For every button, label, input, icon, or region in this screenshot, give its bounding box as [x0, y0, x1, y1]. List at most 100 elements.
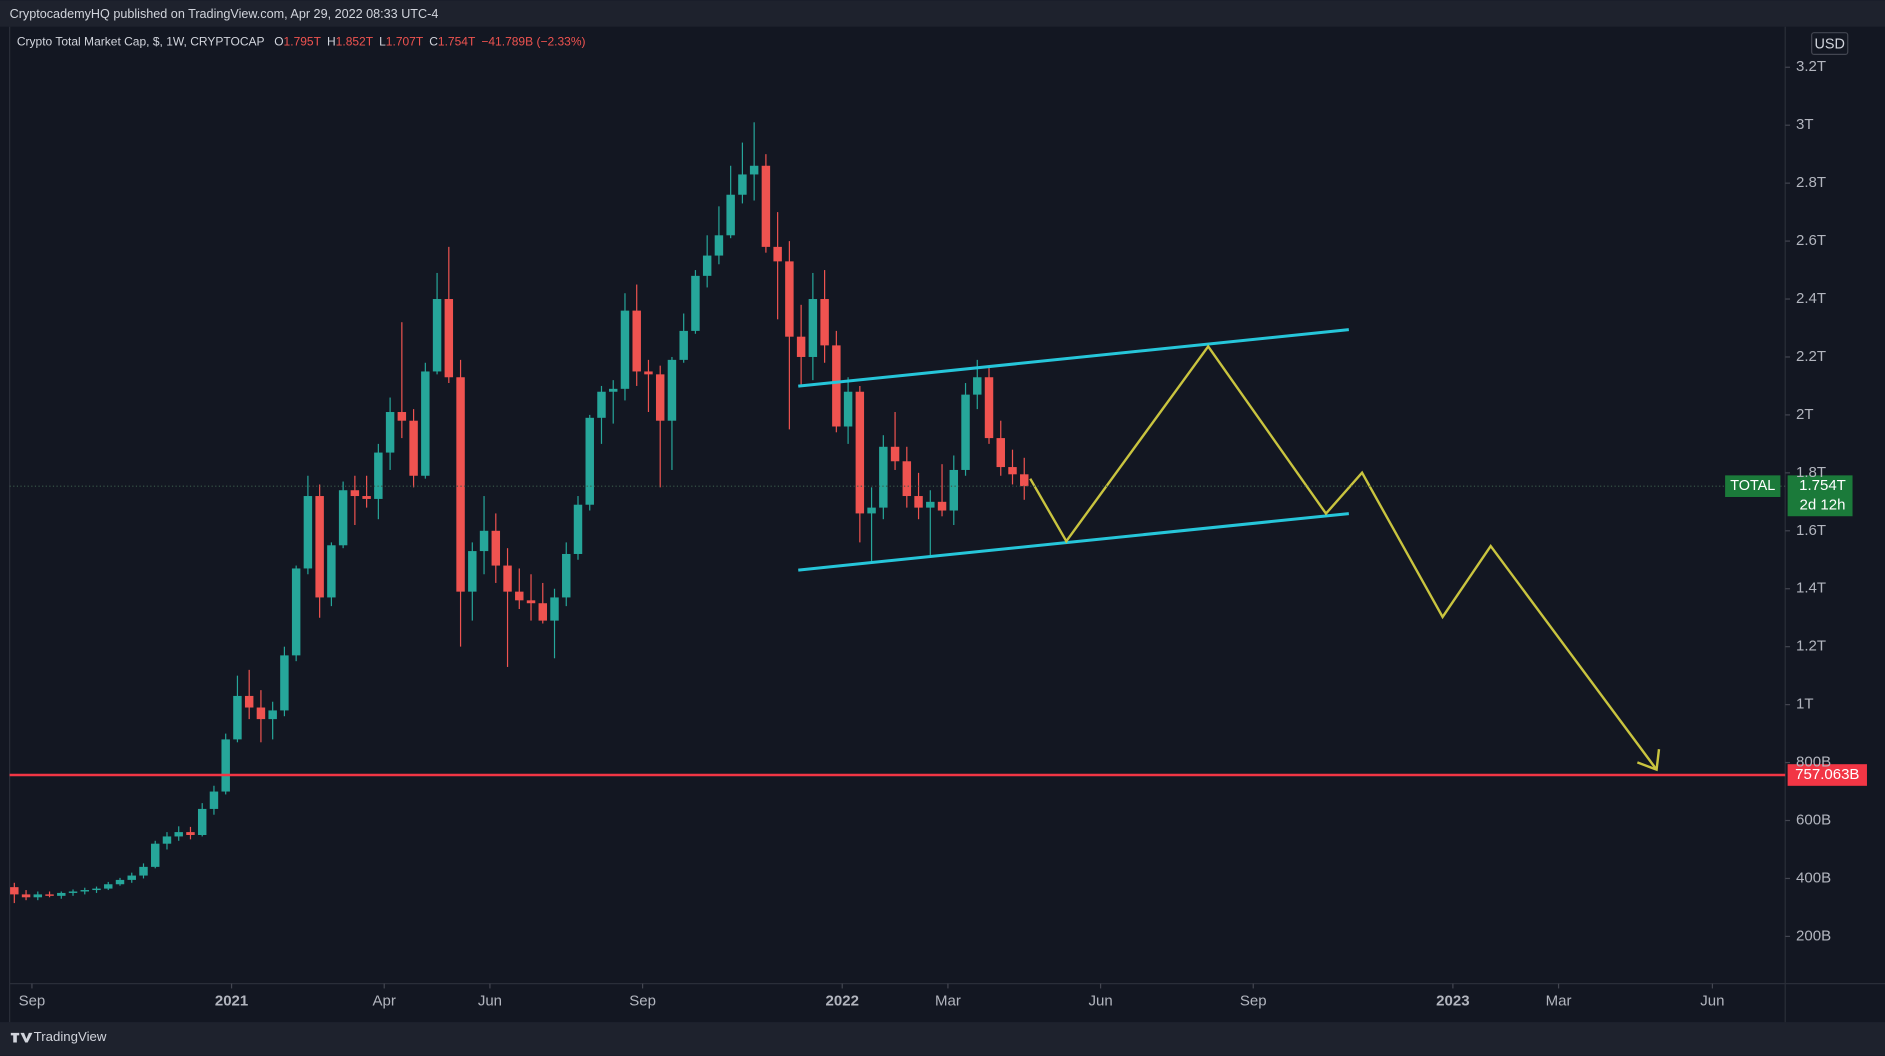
- candle-body: [280, 655, 289, 711]
- y-tick-label: 1.8T: [1796, 464, 1826, 481]
- candle-body: [362, 496, 371, 499]
- candle-body: [256, 707, 266, 720]
- y-tick-label: 1T: [1796, 696, 1814, 713]
- candle-body: [197, 808, 207, 835]
- candle-body: [374, 452, 383, 499]
- channel-bottom: [798, 512, 1349, 572]
- candle-body: [573, 504, 583, 554]
- candle-body: [221, 739, 230, 792]
- plot: [10, 122, 1029, 904]
- candle-body: [209, 791, 219, 809]
- candle-body: [855, 391, 865, 514]
- y-tick-label: 2T: [1796, 406, 1814, 423]
- candle-body: [468, 551, 477, 592]
- candle-body: [68, 891, 78, 893]
- countdown: 2d 12h: [1800, 496, 1846, 513]
- x-tick-label: Apr: [373, 993, 396, 1010]
- candle-body: [127, 875, 136, 880]
- candle-body: [562, 553, 571, 598]
- candle-body: [691, 275, 700, 331]
- candle-body: [174, 832, 183, 837]
- candle-body: [632, 310, 641, 372]
- candle-body: [92, 888, 101, 891]
- candle-body: [444, 299, 454, 378]
- candle-body: [879, 446, 888, 508]
- y-tick-label: 1.2T: [1796, 638, 1826, 655]
- y-tick-label: 1.4T: [1796, 580, 1826, 597]
- candle-body: [397, 412, 407, 421]
- drawings: [798, 328, 1661, 772]
- candle-body: [385, 412, 395, 453]
- y-tick-label: 2.4T: [1796, 290, 1826, 307]
- chart-legend: Crypto Total Market Cap, $, 1W, CRYPTOCA…: [17, 34, 586, 48]
- x-tick-label: 2022: [826, 993, 859, 1010]
- candle-body: [984, 377, 994, 439]
- candle-body: [937, 501, 947, 511]
- candle-body: [585, 417, 594, 505]
- series-name-box: [1725, 475, 1781, 498]
- x-tick-label: Jun: [1088, 993, 1112, 1010]
- candle-body: [620, 310, 630, 389]
- candle-body: [315, 496, 324, 598]
- candle-body: [1020, 474, 1029, 487]
- channel-top: [798, 328, 1349, 388]
- x-tick-label: 2023: [1436, 993, 1469, 1010]
- candle-body: [832, 345, 841, 427]
- candle-body: [843, 391, 853, 427]
- legend-value: 1.795T: [284, 34, 322, 48]
- candle-body: [644, 371, 653, 375]
- y-tick-label: 2.2T: [1796, 348, 1826, 365]
- legend-value: 1.754T: [438, 34, 476, 48]
- publisher: CryptocademyHQ published on TradingView.…: [10, 7, 439, 21]
- x-tick-label: Sep: [629, 993, 656, 1010]
- candle-body: [503, 565, 512, 592]
- y-tick-label: 3T: [1796, 116, 1814, 133]
- candle-body: [479, 530, 489, 552]
- candle-body: [327, 545, 336, 598]
- candle-body: [796, 336, 806, 357]
- candle-body: [491, 530, 501, 566]
- candle-body: [421, 371, 430, 476]
- candle-body: [609, 388, 618, 392]
- candle-body: [432, 299, 442, 372]
- candle-body: [996, 438, 1005, 468]
- candle-body: [45, 894, 54, 896]
- candle-body: [902, 461, 912, 497]
- footer-brand: TradingView: [34, 1029, 107, 1044]
- candle-body: [291, 568, 301, 656]
- legend-key: O: [274, 34, 283, 48]
- candle-body: [233, 695, 242, 740]
- candle-body: [350, 490, 360, 497]
- candle-body: [104, 884, 113, 889]
- y-tick-label: 400B: [1796, 869, 1831, 886]
- y-tick-label: 1.6T: [1796, 522, 1826, 539]
- legend-value: 1.852T: [336, 34, 374, 48]
- x-tick-label: Sep: [1240, 993, 1267, 1010]
- level-label: 757.063B: [1795, 766, 1859, 783]
- candle-body: [10, 887, 19, 895]
- candle-body: [973, 377, 982, 395]
- candle-body: [914, 496, 923, 508]
- candle-body: [550, 597, 559, 621]
- y-tick-label: 2.8T: [1796, 174, 1826, 191]
- candle-body: [867, 507, 876, 514]
- candle-body: [785, 261, 794, 337]
- y-tick-label: 800B: [1796, 754, 1831, 771]
- candle-body: [456, 377, 465, 592]
- projection-arrow: [1636, 749, 1661, 772]
- candle-body: [749, 165, 759, 175]
- candle-body: [667, 359, 677, 421]
- x-tick-label: Jun: [1700, 993, 1724, 1010]
- candle-body: [808, 299, 818, 357]
- x-tick-label: Mar: [935, 993, 961, 1010]
- candle-body: [303, 496, 313, 569]
- header-bar: [0, 0, 1885, 27]
- currency-box: [1811, 32, 1849, 55]
- candle-body: [926, 501, 935, 508]
- y-tick-label: 3.2T: [1796, 58, 1826, 75]
- candle-body: [186, 832, 195, 835]
- legend-key: L: [379, 34, 386, 48]
- series-name: TOTAL: [1730, 478, 1775, 494]
- last-price-label: 1.754T: [1799, 477, 1846, 494]
